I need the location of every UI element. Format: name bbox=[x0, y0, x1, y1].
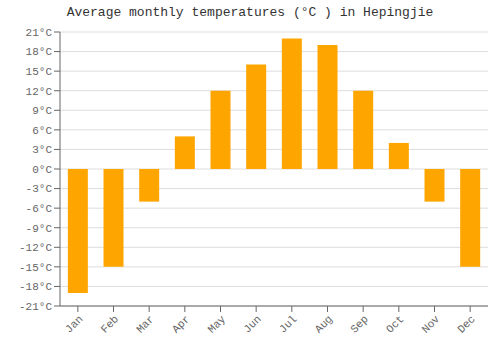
svg-text:Sep: Sep bbox=[348, 313, 370, 335]
svg-text:Oct: Oct bbox=[384, 313, 406, 335]
svg-text:-9°C: -9°C bbox=[26, 223, 53, 235]
svg-text:Dec: Dec bbox=[455, 313, 477, 335]
svg-text:-18°C: -18°C bbox=[19, 281, 52, 293]
svg-text:18°C: 18°C bbox=[26, 46, 53, 58]
svg-text:Mar: Mar bbox=[134, 313, 156, 335]
svg-text:Feb: Feb bbox=[99, 313, 121, 335]
svg-text:12°C: 12°C bbox=[26, 86, 53, 98]
svg-text:Jan: Jan bbox=[63, 313, 85, 335]
svg-text:-12°C: -12°C bbox=[19, 242, 52, 254]
svg-text:Nov: Nov bbox=[420, 313, 443, 336]
svg-text:9°C: 9°C bbox=[32, 105, 52, 117]
svg-text:Aug: Aug bbox=[313, 313, 335, 335]
svg-text:-21°C: -21°C bbox=[19, 301, 52, 313]
svg-text:6°C: 6°C bbox=[32, 125, 52, 137]
svg-text:May: May bbox=[206, 313, 229, 336]
svg-text:-6°C: -6°C bbox=[26, 203, 53, 215]
svg-text:Jul: Jul bbox=[277, 313, 299, 335]
svg-text:0°C: 0°C bbox=[32, 164, 52, 176]
svg-text:15°C: 15°C bbox=[26, 66, 53, 78]
svg-text:-15°C: -15°C bbox=[19, 262, 52, 274]
html-text:Average monthly temperatures (: Average monthly temperatures (°C ) in He… bbox=[66, 5, 434, 20]
svg-text:-3°C: -3°C bbox=[26, 183, 53, 195]
svg-text:21°C: 21°C bbox=[26, 27, 53, 39]
svg-text:3°C: 3°C bbox=[32, 144, 52, 156]
svg-text:Apr: Apr bbox=[170, 313, 192, 335]
svg-text:Jun: Jun bbox=[241, 313, 263, 335]
